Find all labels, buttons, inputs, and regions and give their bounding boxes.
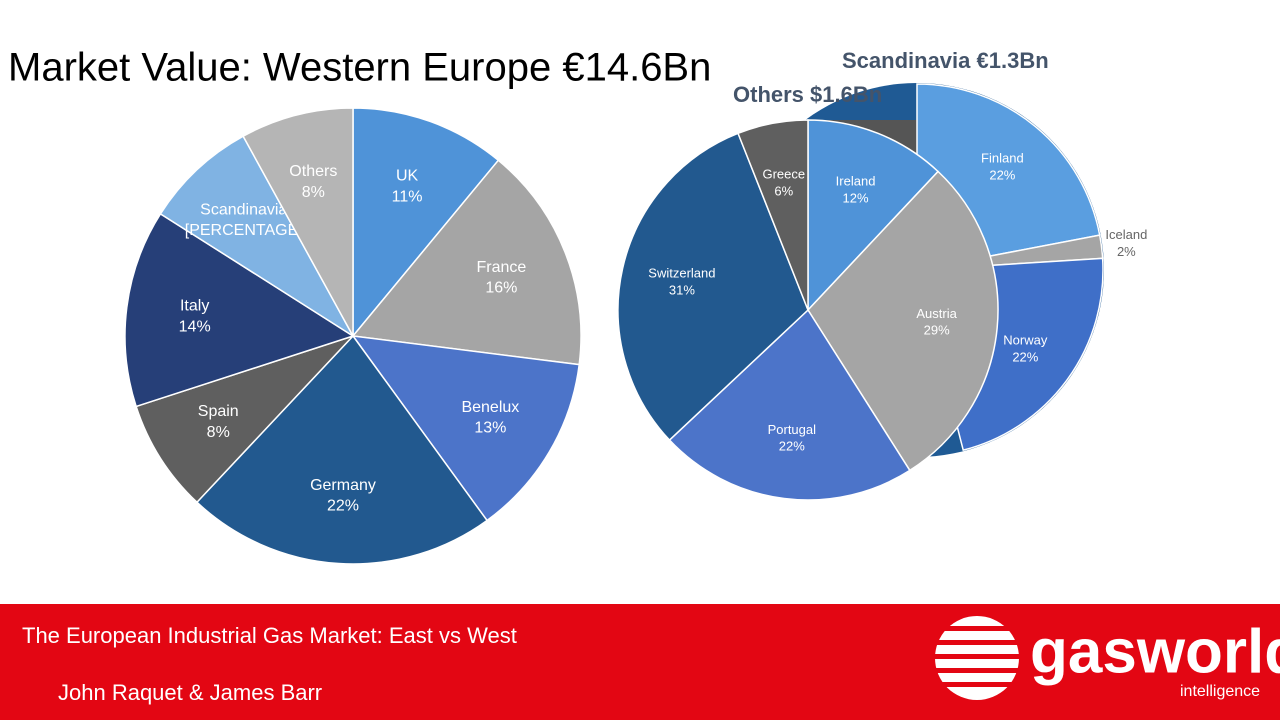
footer-authors: John Raquet & James Barr <box>58 680 323 705</box>
pie-slice <box>124 212 355 408</box>
slice-label: Ireland <box>836 174 876 189</box>
slice-label: France <box>476 259 526 276</box>
slice-value-label: 22% <box>327 498 359 515</box>
slice-value-label: 13% <box>474 420 506 437</box>
pie-slice <box>135 335 354 504</box>
slice-value-label: 6% <box>774 184 793 199</box>
slice-value-label: 22% <box>1012 349 1038 364</box>
slice-label: Austria <box>916 306 957 321</box>
slice-value-label: 16% <box>485 280 517 297</box>
slice-label: Scandinavia <box>200 201 287 218</box>
pie-slice <box>807 170 999 472</box>
pie-slice <box>351 335 581 522</box>
logo-stripes <box>930 626 1024 687</box>
slice-value-label: 12% <box>843 190 869 205</box>
logo-text: gasworld <box>1030 617 1280 686</box>
pie-slice <box>807 119 940 312</box>
slice-label: Germany <box>310 477 376 494</box>
chart-title: Market Value: Western Europe €14.6Bn <box>8 46 711 90</box>
slice-label: Portugal <box>768 422 817 437</box>
footer: The European Industrial Gas Market: East… <box>0 604 1280 720</box>
chart-title: Scandinavia €1.3Bn <box>842 48 1049 73</box>
pie-slice <box>351 159 582 366</box>
slice-label: Finland <box>981 150 1024 165</box>
slice-label: Norway <box>1003 332 1048 347</box>
slice-label: UK <box>396 167 419 184</box>
slice-value-label: 29% <box>924 323 950 338</box>
slice-label: Benelux <box>461 399 519 416</box>
pie-slice <box>617 132 809 442</box>
slice-value-label: 8% <box>302 184 325 201</box>
pie-slice <box>195 334 489 565</box>
slice-value-label: 11% <box>392 188 423 205</box>
logo: gasworld intelligence <box>930 616 1280 700</box>
slice-value-label: 31% <box>669 282 695 297</box>
slice-value-label: 8% <box>207 424 230 441</box>
pie-slice <box>737 119 809 311</box>
slice-value-label: 22% <box>989 167 1015 182</box>
slice-value-label: 22% <box>779 439 805 454</box>
slice-label: Italy <box>180 298 209 315</box>
chart-title: Others $1.6Bn <box>733 82 882 107</box>
footer-title: The European Industrial Gas Market: East… <box>22 623 517 648</box>
logo-subtext: intelligence <box>1180 683 1260 700</box>
pie-slice <box>352 107 500 339</box>
slice-label: Greece <box>762 167 805 182</box>
slice-label: Switzerland <box>648 265 715 280</box>
slice-value-label: 14% <box>179 318 211 335</box>
pie-slice <box>159 135 354 337</box>
slice-label: Iceland <box>1105 227 1147 242</box>
slice-label: Others <box>289 163 337 180</box>
pie-slice <box>242 107 354 337</box>
slice-value-label: 2% <box>1117 244 1136 259</box>
pie-slice <box>668 308 911 501</box>
slice-label: Spain <box>198 403 239 420</box>
slice-value-label: [PERCENTAGE] <box>185 222 303 239</box>
